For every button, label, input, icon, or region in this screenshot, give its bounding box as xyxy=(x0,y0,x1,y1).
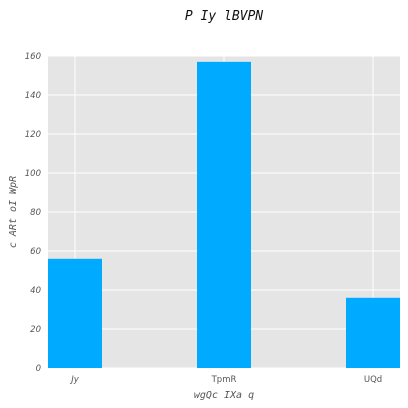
y-axis-label: c ARt oI WpR xyxy=(8,176,19,248)
y-tick-label: 80 xyxy=(30,208,41,218)
bar-tpmr xyxy=(197,61,251,368)
x-axis-label: wgQc IXa q xyxy=(194,390,254,401)
y-tick-label: 40 xyxy=(30,286,41,296)
x-tick-label: Jy xyxy=(69,375,80,385)
x-tick-labels: Jy TpmR UQd xyxy=(69,375,382,385)
y-tick-label: 140 xyxy=(25,91,41,101)
y-tick-labels: 0 20 40 60 80 100 120 140 160 xyxy=(25,52,41,374)
bar-jy xyxy=(48,258,102,368)
y-tick-label: 60 xyxy=(30,247,41,257)
y-tick-label: 100 xyxy=(25,169,41,179)
x-tick-label: TpmR xyxy=(211,375,237,385)
bars xyxy=(48,61,400,368)
y-tick-label: 20 xyxy=(30,325,41,335)
bar-uqd xyxy=(346,297,400,368)
y-tick-label: 160 xyxy=(25,52,41,62)
y-tick-label: 0 xyxy=(36,364,41,374)
chart-title: P Iy lBVPN xyxy=(185,9,263,24)
y-tick-label: 120 xyxy=(25,130,41,140)
x-tick-label: UQd xyxy=(364,375,382,385)
